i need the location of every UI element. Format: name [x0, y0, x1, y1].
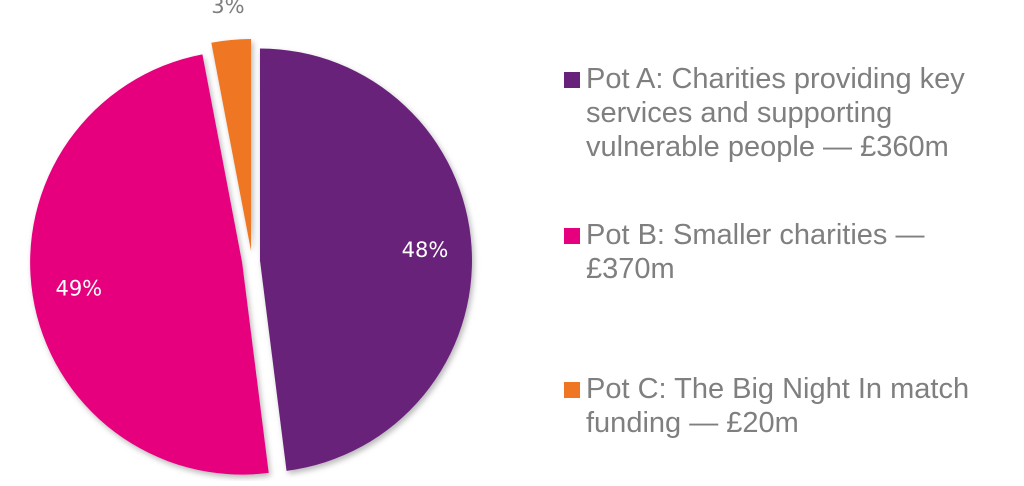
legend-label-pot-c: Pot C: The Big Night In match funding — … — [586, 373, 970, 439]
pie-slice-pot-a — [259, 48, 472, 471]
legend-label-pot-b: Pot B: Smaller charities — £370m — [586, 219, 925, 285]
legend-swatch-pot-a — [564, 72, 580, 88]
pie-slices — [30, 39, 472, 475]
legend-swatch-pot-b — [564, 228, 580, 244]
pie-slice-pot-c — [211, 39, 252, 252]
pie-data-labels: 48% 49% 3% — [55, 0, 448, 300]
data-label-pot-b: 49% — [55, 276, 102, 300]
legend-item-pot-b: Pot B: Smaller charities — £370m — [564, 218, 1014, 286]
legend-label-pot-a: Pot A: Charities providing key services … — [586, 63, 965, 163]
legend-item-pot-a: Pot A: Charities providing key services … — [564, 62, 1014, 164]
pie-slice-pot-b — [30, 54, 269, 475]
legend-item-pot-c: Pot C: The Big Night In match funding — … — [564, 372, 1014, 440]
data-label-pot-c: 3% — [211, 0, 244, 18]
data-label-pot-a: 48% — [402, 238, 449, 262]
legend-swatch-pot-c — [564, 382, 580, 398]
